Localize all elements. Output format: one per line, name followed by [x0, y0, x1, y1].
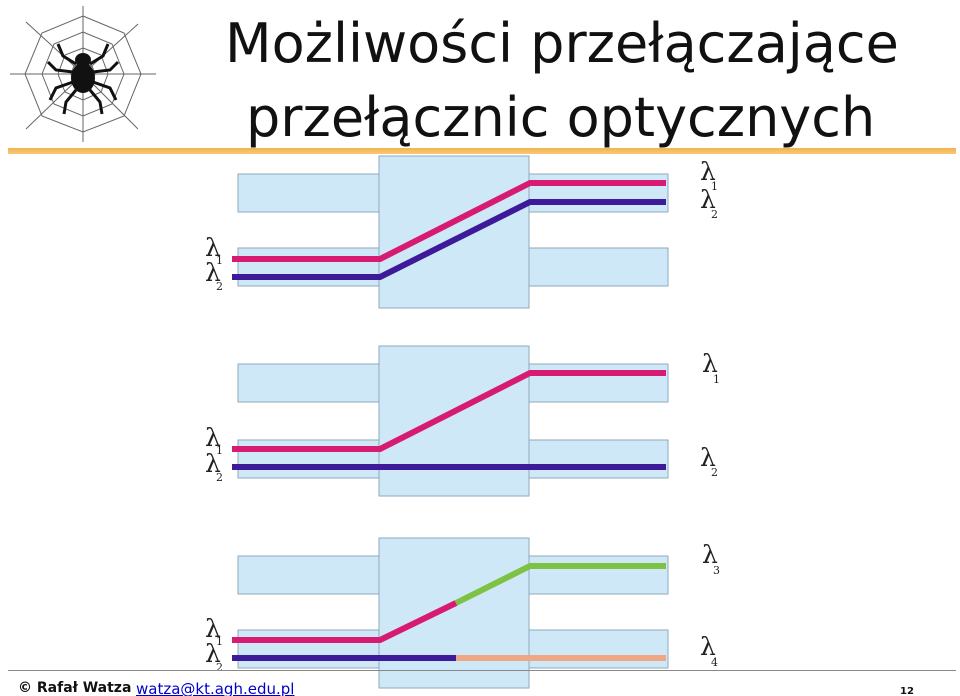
- spider-web-icon: [10, 6, 156, 142]
- lambda1-path: [232, 600, 458, 643]
- lambda2-path: [232, 199, 666, 280]
- wavelength-index: 2: [711, 466, 718, 479]
- wavelength-index: 2: [711, 208, 718, 221]
- input-port-top: [237, 363, 381, 403]
- wavelength-index: 2: [216, 280, 223, 293]
- lambda-symbol: λ: [702, 349, 718, 378]
- footer-author: © Rafał Watza: [18, 680, 132, 696]
- lambda-symbol: λ: [205, 639, 221, 668]
- slide-title-line1: Możliwości przełączające: [225, 12, 899, 75]
- input-port-bottom: [237, 247, 381, 287]
- title-underline-bar: [8, 148, 956, 154]
- wavelength-index: 1: [216, 444, 223, 457]
- switch-fabric: [378, 537, 530, 689]
- output-port-bottom: [527, 629, 669, 669]
- output-port-top: [527, 555, 669, 595]
- input-port-bottom: [237, 629, 381, 669]
- slide-footer: © Rafał Watza watza@kt.agh.edu.pl 12: [0, 668, 960, 696]
- wavelength-index: 1: [711, 180, 718, 193]
- lambda-symbol: λ: [205, 423, 221, 452]
- input-port-top: [237, 173, 381, 213]
- lambda-symbol: λ: [205, 258, 221, 287]
- lambda-symbol: λ: [700, 185, 716, 214]
- lambda-symbol: λ: [205, 449, 221, 478]
- lambda-symbol: λ: [702, 540, 718, 569]
- lambda-symbol: λ: [700, 157, 716, 186]
- wavelength-index: 1: [216, 635, 223, 648]
- diagram-3: λ 1 λ 2 λ 3 λ 4: [205, 537, 720, 689]
- output-port-top: [527, 173, 669, 213]
- output-port-top: [527, 363, 669, 403]
- wavelength-index: 2: [216, 471, 223, 484]
- lambda3-path: [454, 563, 666, 606]
- slide-title-line2: przełącznic optycznych: [246, 86, 876, 149]
- output-port-bottom: [527, 247, 669, 287]
- lambda1-path: [232, 180, 666, 262]
- footer-divider: [8, 670, 956, 671]
- lambda-symbol: λ: [205, 614, 221, 643]
- page-number: 12: [900, 686, 914, 696]
- output-port-bottom: [527, 439, 669, 479]
- switch-fabric: [378, 345, 530, 497]
- wavelength-index: 4: [711, 656, 718, 669]
- input-port-top: [237, 555, 381, 595]
- wavelength-index: 1: [216, 254, 223, 267]
- wavelength-index: 2: [216, 661, 223, 674]
- diagram-1: λ 1 λ 2 λ 1 λ 2: [205, 155, 718, 309]
- lambda-symbol: λ: [205, 233, 221, 262]
- lambda-symbol: λ: [700, 632, 716, 661]
- wavelength-index: 3: [713, 564, 720, 577]
- switch-fabric: [378, 155, 530, 309]
- diagram-2: λ 1 λ 2 λ 1 λ 2: [205, 345, 720, 497]
- wavelength-index: 1: [713, 373, 720, 386]
- input-port-bottom: [237, 439, 381, 479]
- lambda1-path: [232, 370, 666, 452]
- lambda-symbol: λ: [700, 443, 716, 472]
- footer-email-link[interactable]: watza@kt.agh.edu.pl: [136, 680, 295, 696]
